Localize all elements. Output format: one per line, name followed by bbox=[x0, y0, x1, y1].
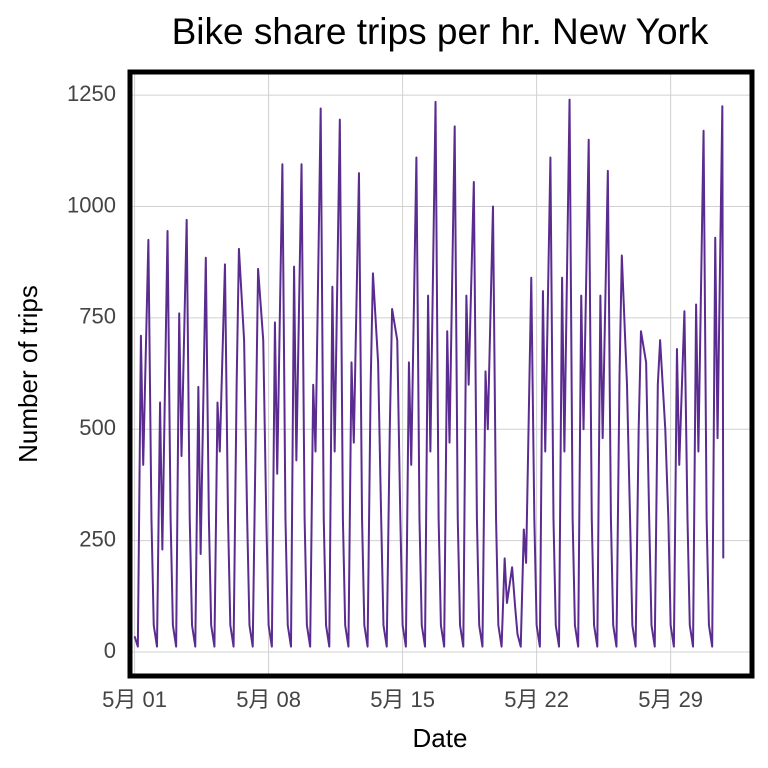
x-tick-label: 5月 15 bbox=[370, 687, 435, 712]
x-tick-label: 5月 29 bbox=[638, 687, 703, 712]
y-axis-label: Number of trips bbox=[13, 285, 43, 463]
panel-border bbox=[127, 69, 755, 679]
y-tick-label: 500 bbox=[79, 415, 116, 440]
y-tick-label: 0 bbox=[104, 638, 116, 663]
grid bbox=[130, 72, 752, 676]
chart-title: Bike share trips per hr. New York bbox=[172, 11, 709, 52]
data-line bbox=[133, 98, 725, 648]
x-tick-label: 5月 08 bbox=[236, 687, 301, 712]
x-tick-label: 5月 22 bbox=[504, 687, 569, 712]
y-tick-label: 1000 bbox=[67, 192, 116, 217]
y-tick-label: 750 bbox=[79, 304, 116, 329]
y-tick-label: 250 bbox=[79, 526, 116, 551]
y-tick-label: 1250 bbox=[67, 81, 116, 106]
x-axis-label: Date bbox=[413, 723, 468, 753]
plot bbox=[133, 98, 725, 648]
x-tick-label: 5月 01 bbox=[102, 687, 167, 712]
